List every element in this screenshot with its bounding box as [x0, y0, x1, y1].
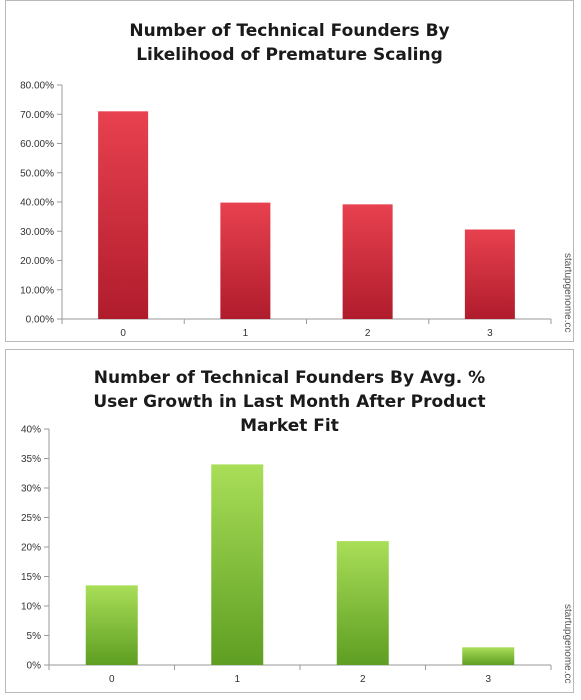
bar-2	[336, 541, 389, 665]
y-tick-label: 80.00%	[20, 81, 54, 92]
y-tick-label: 15%	[21, 572, 41, 583]
x-tick-label: 2	[365, 328, 371, 339]
x-tick-label: 0	[120, 328, 126, 339]
bar-3	[462, 647, 515, 665]
y-tick-label: 10.00%	[20, 285, 54, 296]
y-tick-label: 40.00%	[20, 198, 54, 209]
y-tick-label: 20%	[21, 543, 41, 554]
y-tick-label: 5%	[27, 631, 42, 642]
x-tick-label: 2	[360, 674, 366, 685]
bar-0	[85, 585, 138, 665]
y-tick-label: 30.00%	[20, 227, 54, 238]
y-tick-label: 0%	[27, 661, 42, 672]
bar-0	[98, 111, 149, 319]
y-tick-label: 30%	[21, 484, 41, 495]
premature-scaling-chart-panel: Number of Technical Founders By Likeliho…	[5, 0, 574, 342]
y-tick-label: 0.00%	[26, 315, 54, 326]
x-tick-label: 1	[243, 328, 249, 339]
chart-title: Number of Technical Founders By Avg. % U…	[93, 368, 486, 436]
y-tick-label: 25%	[21, 513, 41, 524]
bar-2	[342, 204, 393, 319]
x-tick-label: 3	[487, 328, 493, 339]
x-tick-label: 3	[485, 674, 491, 685]
y-tick-label: 35%	[21, 454, 41, 465]
y-tick-label: 70.00%	[20, 110, 54, 121]
premature-scaling-chart: 0.00% 10.00% 20.00% 30.00% 40.00% 50.00% 60.00…	[20, 81, 552, 339]
y-tick-label: 50.00%	[20, 168, 54, 179]
y-tick-label: 20.00%	[20, 256, 54, 267]
watermark: startupgenome.cc	[562, 604, 573, 684]
y-tick-label: 10%	[21, 602, 41, 613]
x-tick-label: 0	[109, 674, 115, 685]
y-tick-label: 40%	[21, 425, 41, 436]
chart-title: Number of Technical Founders By Likeliho…	[129, 21, 450, 65]
x-tick-label: 1	[234, 674, 240, 685]
user-growth-chart-panel: Number of Technical Founders By Avg. % U…	[5, 349, 574, 693]
bar-1	[211, 464, 264, 665]
y-tick-label: 60.00%	[20, 139, 54, 150]
watermark: startupgenome.cc	[562, 253, 573, 333]
bar-3	[464, 229, 515, 319]
bar-1	[220, 202, 271, 319]
user-growth-chart: 0% 5% 10% 15% 20% 25% 30% 35% 40% 0 1 2 3	[21, 425, 552, 685]
